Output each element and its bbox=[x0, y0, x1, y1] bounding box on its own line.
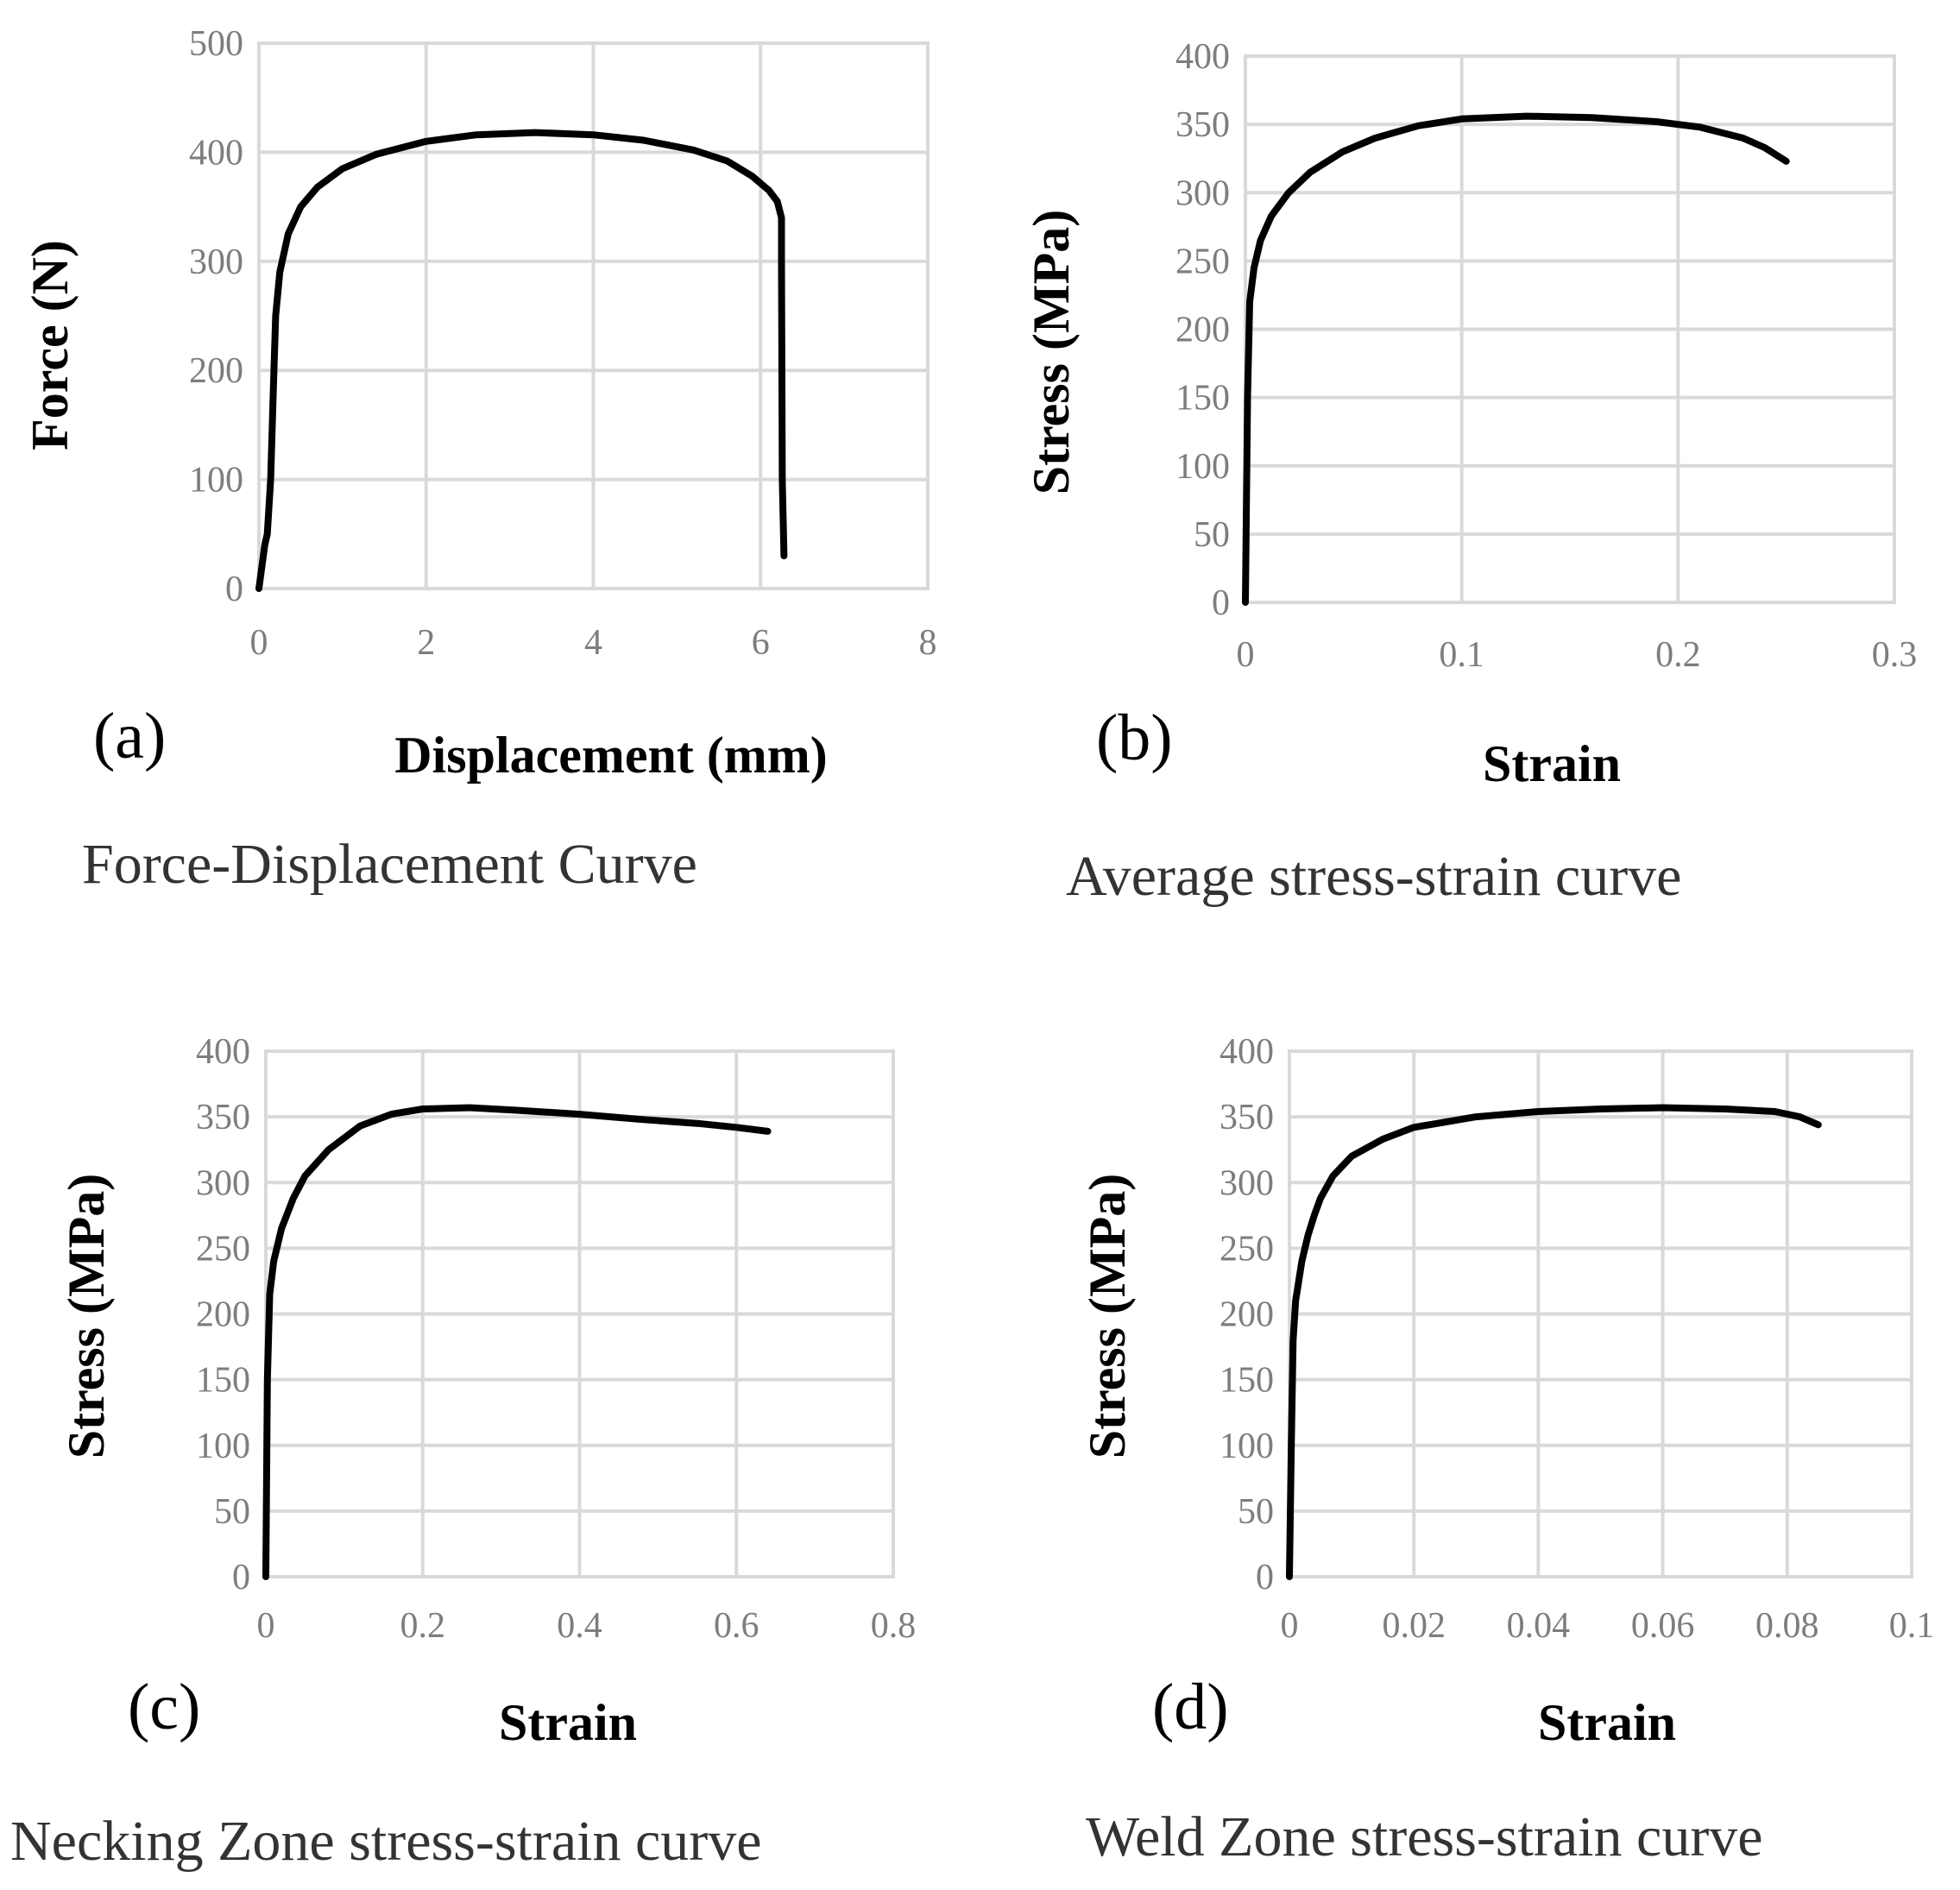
panel-d-y-axis-label: Stress (MPa) bbox=[1079, 1174, 1136, 1458]
panel-a-y-tick-label: 300 bbox=[189, 243, 243, 282]
panel-c-x-tick-label: 0.4 bbox=[557, 1606, 602, 1646]
panel-d: 0 50 100 150 200 250 300 350 400 0 0.02 0.04 0.06 0.… bbox=[1079, 1032, 1934, 1868]
panel-c-y-tick-label: 0 bbox=[232, 1558, 250, 1597]
panel-a: 0 100 200 300 400 500 0 2 4 6 8 Force (N) Displac… bbox=[22, 24, 937, 896]
panel-a-x-ticks: 0 2 4 6 8 bbox=[250, 623, 937, 663]
panel-c-x-tick-label: 0.2 bbox=[400, 1606, 446, 1646]
panel-b-y-tick-label: 350 bbox=[1175, 105, 1230, 145]
panel-b: 0 50 100 150 200 250 300 350 400 0 0.1 0.2 0.3 Stre… bbox=[1023, 37, 1917, 908]
panel-d-y-tick-label: 0 bbox=[1256, 1558, 1274, 1597]
panel-d-x-tick-label: 0.1 bbox=[1889, 1606, 1935, 1646]
panel-a-y-axis-label: Force (N) bbox=[22, 240, 79, 450]
panel-c-y-tick-label: 200 bbox=[196, 1295, 250, 1335]
panel-b-x-tick-label: 0.2 bbox=[1655, 635, 1701, 675]
panel-d-plot-area bbox=[1288, 1049, 1913, 1578]
panel-c-y-tick-label: 250 bbox=[196, 1229, 250, 1269]
panel-c-letter: (c) bbox=[128, 1671, 200, 1743]
panel-a-x-axis-label: Displacement (mm) bbox=[394, 727, 828, 784]
panel-b-y-ticks: 0 50 100 150 200 250 300 350 400 bbox=[1175, 37, 1230, 623]
panel-c-y-tick-label: 150 bbox=[196, 1361, 250, 1401]
panel-c-y-tick-label: 50 bbox=[214, 1492, 250, 1532]
panel-b-y-tick-label: 200 bbox=[1175, 311, 1230, 350]
panel-a-letter: (a) bbox=[93, 700, 166, 772]
panel-b-caption: Average stress-strain curve bbox=[1066, 845, 1681, 908]
panel-d-x-tick-label: 0.08 bbox=[1755, 1606, 1819, 1646]
panel-d-x-ticks: 0 0.02 0.04 0.06 0.08 0.1 bbox=[1281, 1606, 1935, 1646]
panel-a-plot-area bbox=[257, 41, 930, 590]
panel-a-x-tick-label: 8 bbox=[919, 623, 937, 663]
panel-d-x-tick-label: 0.06 bbox=[1631, 1606, 1695, 1646]
panel-d-y-tick-label: 350 bbox=[1219, 1098, 1274, 1137]
panel-d-x-tick-label: 0.02 bbox=[1382, 1606, 1446, 1646]
panel-d-x-axis-label: Strain bbox=[1538, 1694, 1676, 1751]
panel-d-letter: (d) bbox=[1152, 1671, 1229, 1743]
panel-c-x-ticks: 0 0.2 0.4 0.6 0.8 bbox=[257, 1606, 917, 1646]
panel-c-x-tick-label: 0.8 bbox=[871, 1606, 917, 1646]
panel-d-y-ticks: 0 50 100 150 200 250 300 350 400 bbox=[1219, 1032, 1274, 1597]
panel-d-y-tick-label: 150 bbox=[1219, 1361, 1274, 1401]
panel-c-y-tick-label: 100 bbox=[196, 1427, 250, 1466]
panel-a-x-tick-label: 6 bbox=[752, 623, 770, 663]
panel-d-y-tick-label: 400 bbox=[1219, 1032, 1274, 1072]
panel-c-x-tick-label: 0 bbox=[257, 1606, 275, 1646]
panel-b-plot-area bbox=[1244, 54, 1896, 604]
panel-b-y-tick-label: 0 bbox=[1212, 583, 1230, 623]
panel-a-x-tick-label: 4 bbox=[584, 623, 602, 663]
panel-c-y-tick-label: 400 bbox=[196, 1032, 250, 1072]
panel-d-x-tick-label: 0.04 bbox=[1507, 1606, 1571, 1646]
panel-b-x-tick-label: 0.3 bbox=[1872, 635, 1918, 675]
panel-d-x-tick-label: 0 bbox=[1281, 1606, 1299, 1646]
panel-d-y-tick-label: 250 bbox=[1219, 1229, 1274, 1269]
panel-b-x-axis-label: Strain bbox=[1483, 735, 1621, 792]
panel-c-y-tick-label: 300 bbox=[196, 1163, 250, 1203]
panel-c-y-axis-label: Stress (MPa) bbox=[58, 1174, 115, 1458]
panel-a-caption: Force-Displacement Curve bbox=[82, 833, 697, 896]
panel-c-y-tick-label: 350 bbox=[196, 1098, 250, 1137]
panel-a-y-tick-label: 400 bbox=[189, 133, 243, 173]
panel-b-x-ticks: 0 0.1 0.2 0.3 bbox=[1237, 635, 1918, 675]
panel-c-x-axis-label: Strain bbox=[499, 1694, 637, 1751]
panel-c-y-ticks: 0 50 100 150 200 250 300 350 400 bbox=[196, 1032, 250, 1597]
panel-c-necking-zone-line bbox=[262, 1104, 772, 1580]
panel-b-x-tick-label: 0 bbox=[1237, 635, 1255, 675]
panel-d-weld-zone-line bbox=[1286, 1104, 1822, 1580]
panel-d-y-tick-label: 100 bbox=[1219, 1427, 1274, 1466]
panel-b-y-tick-label: 150 bbox=[1175, 379, 1230, 419]
panel-b-x-tick-label: 0.1 bbox=[1439, 635, 1484, 675]
panel-a-x-tick-label: 2 bbox=[417, 623, 435, 663]
panel-a-y-ticks: 0 100 200 300 400 500 bbox=[189, 24, 243, 609]
panel-d-y-tick-label: 200 bbox=[1219, 1295, 1274, 1335]
panel-b-y-tick-label: 400 bbox=[1175, 37, 1230, 77]
panel-b-y-axis-label: Stress (MPa) bbox=[1023, 210, 1080, 495]
panel-b-y-tick-label: 250 bbox=[1175, 242, 1230, 281]
panel-c-x-tick-label: 0.6 bbox=[714, 1606, 759, 1646]
panel-a-force-displacement-line bbox=[255, 129, 788, 592]
panel-a-y-tick-label: 500 bbox=[189, 24, 243, 64]
panel-d-caption: Weld Zone stress-strain curve bbox=[1086, 1805, 1763, 1868]
panel-a-y-tick-label: 0 bbox=[225, 570, 243, 609]
panel-d-y-tick-label: 50 bbox=[1238, 1492, 1274, 1532]
panel-a-y-tick-label: 200 bbox=[189, 351, 243, 391]
panel-b-y-tick-label: 50 bbox=[1194, 515, 1230, 555]
panel-b-average-stress-strain-line bbox=[1242, 112, 1790, 606]
panel-a-y-tick-label: 100 bbox=[189, 461, 243, 501]
panel-b-y-tick-label: 100 bbox=[1175, 447, 1230, 487]
panel-b-y-tick-label: 300 bbox=[1175, 173, 1230, 213]
panel-c: 0 50 100 150 200 250 300 350 400 0 0.2 0.4 0.6 0.8 S… bbox=[10, 1032, 916, 1873]
panel-a-x-tick-label: 0 bbox=[250, 623, 268, 663]
panel-c-caption: Necking Zone stress-strain curve bbox=[10, 1810, 762, 1873]
panel-b-letter: (b) bbox=[1096, 702, 1173, 774]
panel-d-y-tick-label: 300 bbox=[1219, 1163, 1274, 1203]
